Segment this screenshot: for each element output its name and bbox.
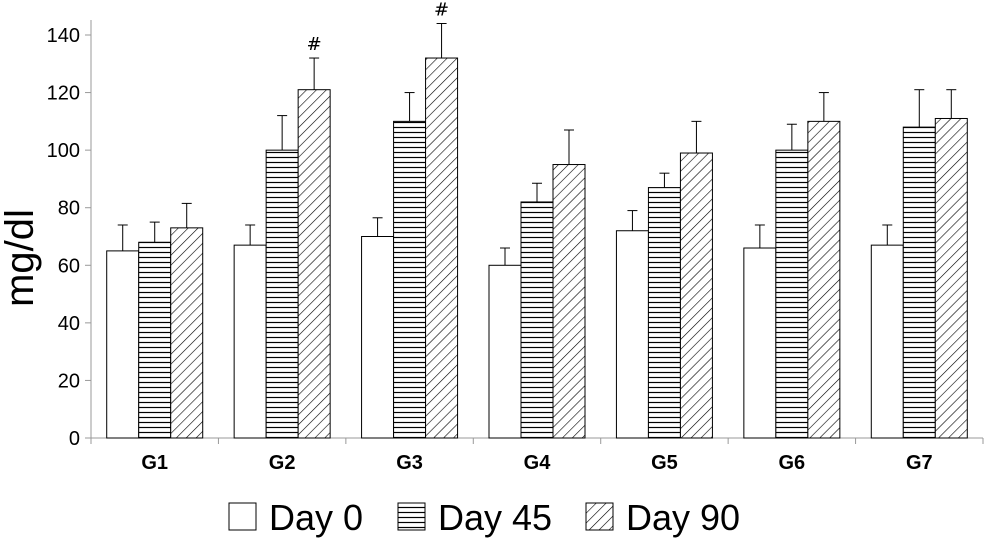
- bar-g1-day-45: [138, 241, 172, 439]
- bar-g7-day-90: [934, 117, 968, 439]
- y-tick-label: 0: [69, 428, 80, 450]
- bar-g1-day-90: [170, 227, 204, 439]
- significance-marker: #: [307, 34, 322, 55]
- bar-g2-day-45: [265, 149, 299, 439]
- y-tick-label: 140: [47, 25, 80, 47]
- x-tick-label: G7: [906, 452, 933, 474]
- bar-g6-day-45: [775, 149, 809, 439]
- legend-label: Day 0: [269, 497, 363, 538]
- legend: Day 0 Day 45 Day 90: [228, 497, 740, 538]
- legend-swatch: [585, 502, 614, 531]
- bar-g4-day-45: [520, 201, 554, 439]
- x-tick-label: G4: [524, 452, 552, 474]
- y-tick-label: 40: [58, 313, 80, 335]
- y-tick-label: 80: [58, 198, 80, 220]
- bar-g3-day-45: [393, 120, 427, 439]
- bar-g4-day-0: [488, 264, 522, 439]
- bar-g1-day-0: [106, 250, 140, 439]
- legend-label: Day 45: [438, 497, 552, 538]
- legend-swatch: [228, 502, 257, 531]
- bar-g6-day-0: [743, 247, 777, 439]
- bar-g2-day-0: [233, 244, 267, 439]
- bar-g5-day-0: [615, 230, 649, 439]
- x-tick-label: G3: [396, 452, 423, 474]
- bar-g6-day-90: [807, 120, 841, 439]
- bar-g7-day-45: [902, 126, 936, 439]
- x-tick-label: G2: [269, 452, 296, 474]
- y-tick-label: 120: [47, 83, 80, 105]
- bar-g3-day-0: [361, 236, 395, 439]
- bar-g2-day-90: [297, 89, 331, 439]
- y-axis-label: mg/dl: [0, 209, 42, 307]
- bar-g7-day-0: [870, 244, 904, 439]
- y-tick-label: 60: [58, 255, 80, 277]
- legend-label: Day 90: [626, 497, 740, 538]
- bar-g5-day-90: [679, 152, 713, 439]
- legend-swatch: [397, 502, 426, 531]
- bar-g3-day-90: [425, 57, 459, 439]
- x-tick-label: G6: [779, 452, 806, 474]
- plot-area: 0 20 40 60 80 100 120 140 G1 G2 G3 G4 G5 G6 G7 # #: [47, 0, 984, 474]
- bar-g5-day-45: [647, 187, 681, 439]
- bar-g4-day-90: [552, 164, 586, 439]
- x-tick-label: G5: [651, 452, 678, 474]
- y-tick-label: 100: [47, 140, 80, 162]
- significance-marker: #: [434, 0, 449, 20]
- x-tick-label: G1: [141, 452, 168, 474]
- y-tick-label: 20: [58, 370, 80, 392]
